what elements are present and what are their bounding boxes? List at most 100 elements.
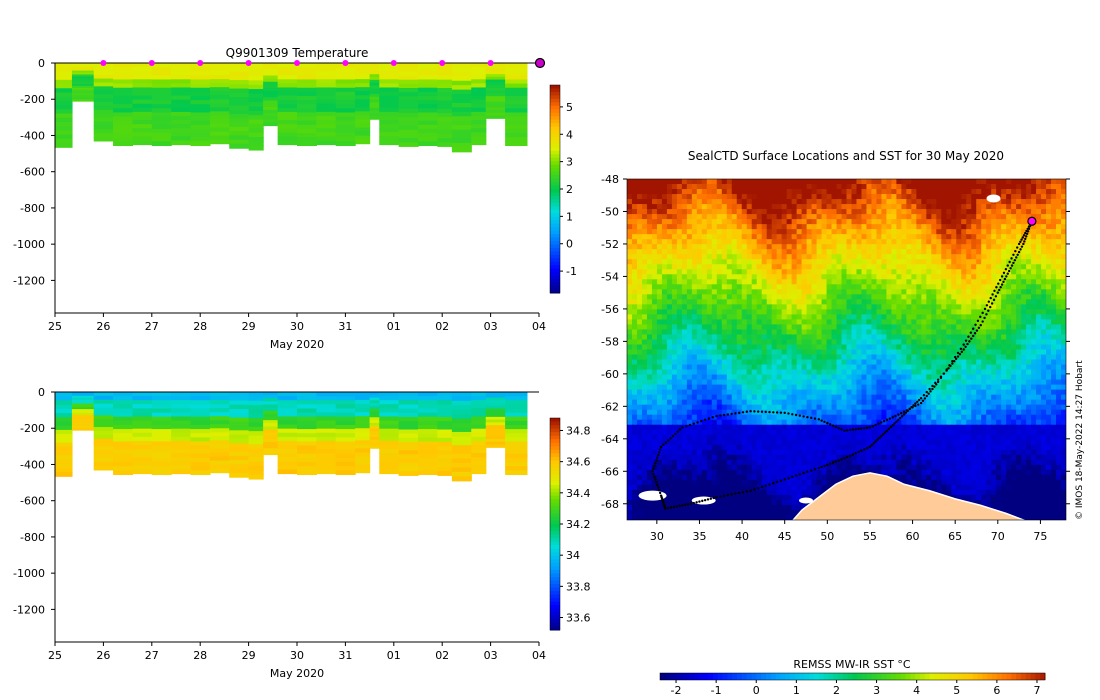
sst-cell	[826, 359, 833, 366]
sst-cell	[686, 219, 693, 225]
sst-cell	[771, 264, 778, 270]
sst-cell	[627, 259, 633, 265]
sst-cell	[826, 224, 833, 230]
sst-cell	[791, 214, 798, 220]
sst-cell	[711, 294, 718, 300]
sst-cell	[756, 194, 763, 200]
sst-cell	[806, 264, 813, 270]
sst-cell	[751, 229, 758, 235]
sst-cell	[676, 359, 683, 366]
sst-cell	[761, 179, 768, 185]
sst-cell	[976, 249, 982, 255]
sst-cell	[826, 284, 833, 290]
profile-marker	[245, 60, 252, 66]
sst-cell	[806, 324, 813, 330]
sst-cell	[671, 374, 678, 381]
sst-cell	[896, 224, 902, 230]
sst-cell	[811, 309, 818, 315]
sst-cell	[791, 329, 798, 335]
sst-cell	[716, 314, 723, 320]
sst-cell	[991, 254, 997, 260]
sst-cell	[931, 269, 937, 275]
sst-cell	[721, 269, 728, 275]
sst-cell	[931, 369, 937, 376]
sst-cell	[831, 359, 838, 366]
sst-cell	[1021, 379, 1027, 386]
sst-cell	[736, 229, 743, 235]
sst-cell	[706, 229, 713, 235]
temperature-section-plot	[55, 63, 528, 153]
sst-cell	[681, 379, 688, 386]
sst-cell	[886, 194, 892, 200]
sst-cell	[751, 284, 758, 290]
section-cell	[451, 436, 472, 442]
sst-cell	[736, 354, 743, 361]
sst-cell	[636, 349, 643, 356]
sst-cell	[1041, 184, 1047, 190]
section-cell	[471, 465, 487, 471]
sst-cell	[671, 259, 678, 265]
sst-cell	[1031, 319, 1037, 325]
section-cell	[248, 435, 264, 441]
sst-cell	[631, 344, 638, 350]
sst-cell	[826, 294, 833, 300]
colorbar-swatch	[550, 182, 560, 187]
sst-cell	[821, 364, 828, 371]
sst-cell	[946, 359, 952, 366]
sst-cell	[1026, 334, 1032, 340]
sst-cell	[656, 359, 663, 366]
sst-cell	[736, 369, 743, 376]
sst-cell	[1056, 204, 1062, 210]
sst-cell	[876, 209, 882, 215]
sst-cell	[951, 254, 957, 260]
sst-cell	[666, 344, 673, 350]
sst-cell	[781, 254, 788, 260]
sst-cell	[951, 364, 957, 371]
sst-cell	[861, 259, 867, 265]
section-cell	[151, 412, 172, 418]
sst-cell	[931, 334, 937, 340]
sst-cell	[946, 179, 952, 185]
section-cell	[151, 67, 172, 72]
sst-cell	[821, 379, 828, 386]
section-cell	[316, 440, 337, 446]
sst-cell	[981, 309, 987, 315]
sst-cell	[641, 204, 648, 210]
sst-cell	[891, 309, 897, 315]
sst-cell	[926, 309, 932, 315]
sst-cell	[806, 349, 813, 356]
sst-cell	[861, 354, 867, 361]
sst-cell	[686, 264, 693, 270]
sst-cell	[711, 374, 718, 381]
section-cell	[132, 87, 153, 93]
sst-cell	[1016, 234, 1022, 240]
sst-cell	[1006, 309, 1012, 315]
sst-cell	[1046, 294, 1052, 300]
sst-cell	[696, 219, 703, 225]
section-cell	[451, 423, 472, 429]
sst-cell	[1041, 369, 1047, 376]
sst-cell	[781, 319, 788, 325]
section-cell	[316, 428, 337, 434]
sst-cell	[1036, 384, 1042, 391]
section-cell	[113, 91, 134, 97]
sst-cell	[1061, 179, 1066, 185]
sst-cell	[811, 279, 818, 285]
sst-cell	[1021, 204, 1027, 210]
sst-cell	[936, 319, 942, 325]
sst-cell	[1006, 379, 1012, 386]
section-cell	[171, 444, 192, 450]
section-cell	[263, 429, 279, 434]
colorbar-tick-label: 33.8	[566, 580, 591, 593]
sst-cell	[1026, 184, 1032, 190]
sst-cell	[1021, 349, 1027, 356]
section-cell	[335, 466, 356, 471]
sst-cell	[866, 189, 872, 195]
sst-cell	[986, 289, 992, 295]
sst-cell	[1056, 334, 1062, 340]
sst-cell	[946, 269, 952, 275]
sst-cell	[971, 209, 977, 215]
section-cell	[355, 91, 371, 96]
sst-cell	[966, 199, 972, 205]
sst-cell	[731, 229, 738, 235]
